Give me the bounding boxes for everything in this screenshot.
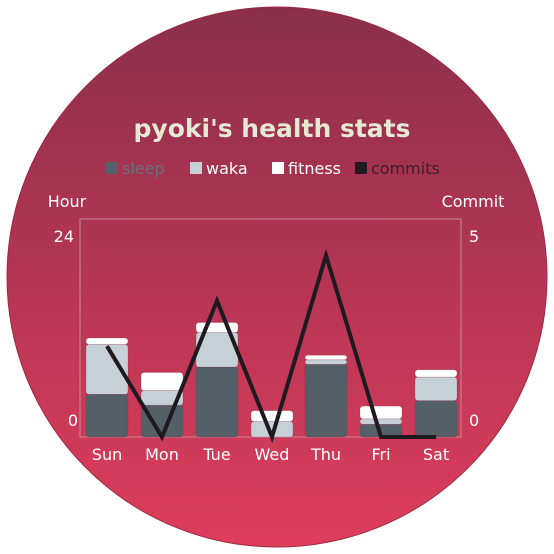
bar-fitness-mon[interactable] <box>140 372 184 391</box>
legend-swatch-sleep[interactable] <box>106 162 118 174</box>
bar-fitness-fri[interactable] <box>359 405 403 420</box>
x-tick-wed: Wed <box>255 445 290 464</box>
legend-swatch-fitness[interactable] <box>272 162 284 174</box>
chart-title: pyoki's health stats <box>134 114 411 143</box>
bar-sleep-sat[interactable] <box>414 400 458 438</box>
bar-waka-fri[interactable] <box>359 418 403 425</box>
commits-line-layer <box>105 248 437 444</box>
x-tick-mon: Mon <box>145 445 179 464</box>
legend-label-fitness[interactable]: fitness <box>288 159 341 178</box>
bar-sleep-tue[interactable] <box>195 366 239 438</box>
legend-swatch-commits[interactable] <box>355 162 367 174</box>
point-commits-sun <box>106 345 108 347</box>
y-left-tick-bottom: 0 <box>68 411 78 430</box>
bar-fitness-sun[interactable] <box>85 337 129 345</box>
y-right-tick-bottom: 0 <box>469 411 479 430</box>
x-tick-thu: Thu <box>310 445 341 464</box>
legend-label-waka[interactable]: waka <box>206 159 248 178</box>
bar-waka-thu[interactable] <box>304 359 348 365</box>
bar-fitness-tue[interactable] <box>195 322 239 333</box>
legend: sleep waka fitness commits <box>106 159 440 178</box>
bar-fitness-sat[interactable] <box>414 369 458 378</box>
point-commits-thu <box>325 254 327 256</box>
bar-fitness-wed[interactable] <box>250 410 294 422</box>
x-tick-tue: Tue <box>202 445 230 464</box>
y-right-axis-label: Commit <box>442 192 505 211</box>
point-commits-wed <box>271 436 273 438</box>
y-left-tick-top: 24 <box>54 227 74 246</box>
bar-fitness-thu[interactable] <box>304 354 348 361</box>
point-commits-mon <box>161 436 163 438</box>
legend-label-sleep[interactable]: sleep <box>122 159 165 178</box>
x-axis-ticks: Sun Mon Tue Wed Thu Fri Sat <box>92 445 449 464</box>
point-commits-fri <box>380 436 382 438</box>
y-right-tick-top: 5 <box>469 227 479 246</box>
legend-label-commits[interactable]: commits <box>371 159 440 178</box>
chart-background-circle <box>6 6 548 548</box>
bar-waka-sat[interactable] <box>414 376 458 401</box>
x-tick-sun: Sun <box>92 445 122 464</box>
point-commits-sat <box>435 436 437 438</box>
x-tick-fri: Fri <box>371 445 390 464</box>
x-tick-sat: Sat <box>423 445 449 464</box>
point-commits-tue <box>216 300 218 302</box>
y-left-axis-label: Hour <box>48 192 87 211</box>
bar-sleep-thu[interactable] <box>304 364 348 438</box>
bar-sleep-sun[interactable] <box>85 394 129 438</box>
legend-swatch-waka[interactable] <box>190 162 202 174</box>
